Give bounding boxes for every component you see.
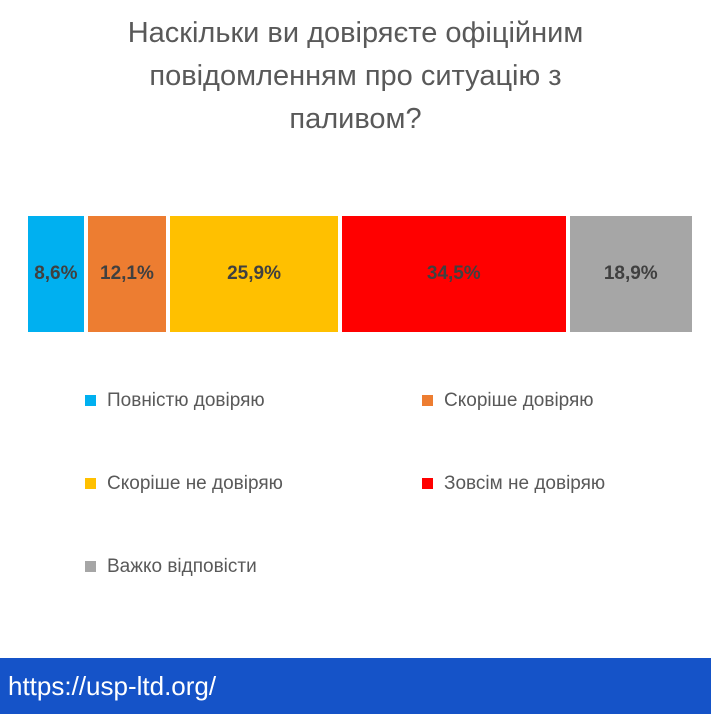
bar-segment-label: 34,5% — [426, 263, 481, 284]
legend-item-4: Зовсім не довіряю — [422, 473, 645, 494]
legend-label: Повністю довіряю — [107, 390, 265, 411]
chart-title-line-3: паливом? — [289, 103, 422, 135]
bar-segment-2: 12,1% — [87, 216, 167, 332]
legend-label: Скоріше не довіряю — [107, 473, 283, 494]
bar-segment-1: 8,6% — [28, 216, 84, 332]
bar-segment-label: 12,1% — [100, 263, 154, 284]
bar-segment-5: 18,9% — [569, 216, 692, 332]
bar-segment-label: 18,9% — [603, 263, 658, 284]
legend-item-2: Скоріше довіряю — [422, 390, 645, 411]
bar-segment-label: 8,6% — [34, 263, 78, 284]
legend-swatch-icon — [85, 561, 96, 572]
legend-label: Скоріше довіряю — [444, 390, 594, 411]
chart-title-line-1: Наскільки ви довіряєте офіційним — [127, 17, 584, 49]
legend-item-1: Повністю довіряю — [85, 390, 422, 411]
legend-swatch-icon — [422, 395, 433, 406]
legend-item-5: Важко відповісти — [85, 556, 422, 577]
legend-label: Зовсім не довіряю — [444, 473, 606, 494]
bar-segment-4: 34,5% — [341, 216, 566, 332]
legend-swatch-icon — [85, 478, 96, 489]
chart-legend: Повністю довіряю Скоріше довіряю Скоріше н… — [85, 390, 645, 577]
bar-segment-label: 25,9% — [227, 263, 281, 284]
footer-bar: https://usp-ltd.org/ — [0, 658, 711, 714]
chart-title-line-2: повідомленням про ситуацію з — [149, 60, 562, 92]
bar-segment-3: 25,9% — [170, 216, 338, 332]
footer-url-link[interactable]: https://usp-ltd.org/ — [8, 670, 217, 701]
stacked-bar: 8,6% 12,1% 25,9% 34,5% 18,9% — [28, 216, 692, 332]
legend-swatch-icon — [85, 395, 96, 406]
legend-swatch-icon — [422, 478, 433, 489]
legend-item-3: Скоріше не довіряю — [85, 473, 422, 494]
chart-title: Наскільки ви довіряєте офіційним повідом… — [0, 12, 711, 141]
legend-label: Важко відповісти — [107, 556, 257, 577]
